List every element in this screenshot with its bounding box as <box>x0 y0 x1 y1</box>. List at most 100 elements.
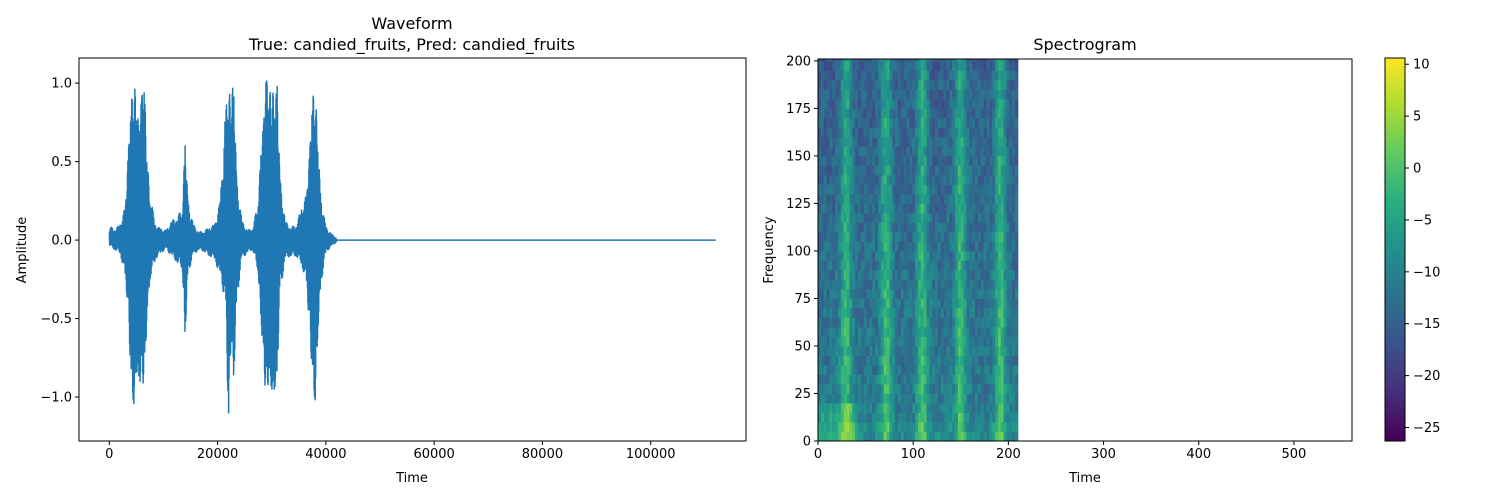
spectrogram-cell <box>820 231 825 242</box>
spectrogram-cell <box>883 345 887 356</box>
spectrogram-cell <box>857 422 862 432</box>
spectrogram-cell <box>949 165 953 176</box>
spectrogram-cell <box>989 260 993 271</box>
spectrogram-cell <box>977 59 982 62</box>
spectrogram-cell <box>886 345 890 356</box>
spectrogram-cell <box>875 98 879 109</box>
spectrogram-cell <box>835 383 839 394</box>
spectrogram-cell <box>937 269 942 280</box>
spectrogram-cell <box>1003 70 1007 81</box>
spectrogram-cell <box>980 117 985 128</box>
spectrogram-cell <box>1000 203 1005 214</box>
spectrogram-cell <box>932 155 936 166</box>
spectrogram-cell <box>997 355 1002 366</box>
spectrogram-cell <box>995 288 999 299</box>
spectrogram-cell <box>957 108 962 119</box>
spectrogram-cell <box>960 412 965 423</box>
spectrogram-cell <box>995 260 999 271</box>
spectrogram-cell <box>923 79 927 90</box>
spectrogram-cell <box>829 184 833 195</box>
spectrogram-cell <box>843 402 847 413</box>
spectrogram-cell <box>946 222 950 233</box>
spectrogram-cell <box>855 374 859 385</box>
spectrogram-cell <box>886 412 890 423</box>
spectrogram-cell <box>820 412 825 423</box>
spectrogram-cell <box>872 70 876 81</box>
spectrogram-cell <box>877 298 882 309</box>
spectrogram-cell <box>943 231 947 242</box>
spectrogram-cell <box>955 222 959 233</box>
spectrogram-cell <box>940 184 945 195</box>
colorbar-tick-label: 0 <box>1413 162 1421 177</box>
spectrogram-cell <box>989 422 993 432</box>
spectrogram-cell <box>969 402 973 413</box>
spectrogram-cell <box>900 70 905 81</box>
spectrogram-cell <box>937 250 942 261</box>
spectrogram-cell <box>977 98 982 109</box>
spectrogram-cell <box>826 193 830 204</box>
spectrogram-cell <box>852 203 856 214</box>
spectrogram-cell <box>929 298 933 309</box>
spectrogram-cell <box>983 136 987 147</box>
spectrogram-cell <box>1012 203 1016 214</box>
spectrogram-cell <box>937 422 942 432</box>
spectrogram-cell <box>940 431 945 441</box>
spectrogram-cell <box>912 117 916 128</box>
spectrogram-cell <box>940 222 945 233</box>
spectrogram-cell <box>977 288 982 299</box>
spectrogram-cell <box>886 79 890 90</box>
spectrogram-cell <box>952 422 956 432</box>
spectrogram-cell <box>880 241 885 252</box>
spectrogram-cell <box>909 383 913 394</box>
spectrogram-cell <box>912 374 916 385</box>
spectrogram-cell <box>929 60 933 71</box>
spectrogram-cell <box>917 70 922 81</box>
spectrogram-cell <box>989 165 993 176</box>
spectrogram-cell <box>946 98 950 109</box>
spectrogram-cell <box>849 374 853 385</box>
spectrogram-cell <box>983 231 987 242</box>
spectrogram-cell <box>895 374 899 385</box>
spectrogram-x-label: Time <box>1068 471 1101 486</box>
spectrogram-cell <box>929 127 933 138</box>
spectrogram-cell <box>849 193 853 204</box>
spectrogram-cell <box>829 193 833 204</box>
spectrogram-cell <box>949 336 953 347</box>
spectrogram-cell <box>849 288 853 299</box>
spectrogram-cell <box>903 155 907 166</box>
spectrogram-cell <box>943 298 947 309</box>
spectrogram-cell <box>863 136 867 147</box>
spectrogram-cell <box>909 317 913 328</box>
waveform-x-tick-label: 80000 <box>522 447 563 462</box>
colorbar-tick-label: 5 <box>1413 110 1421 125</box>
spectrogram-cell <box>897 98 902 109</box>
spectrogram-cell <box>1006 117 1010 128</box>
spectrogram-cell <box>986 355 990 366</box>
spectrogram-cell <box>943 165 947 176</box>
spectrogram-cell <box>909 393 913 404</box>
spectrogram-cell <box>966 364 970 375</box>
waveform-y-tick-label: −0.5 <box>40 312 72 327</box>
spectrogram-cell <box>846 241 850 252</box>
spectrogram-cell <box>917 241 922 252</box>
spectrogram-cell <box>866 250 870 261</box>
spectrogram-cell <box>977 70 982 81</box>
spectrogram-cell <box>837 317 842 328</box>
spectrogram-cell <box>1006 345 1010 356</box>
spectrogram-cell <box>906 307 910 318</box>
spectrogram-cell <box>886 70 890 81</box>
spectrogram-cell <box>969 355 973 366</box>
spectrogram-cell <box>972 317 976 328</box>
spectrogram-cell <box>983 250 987 261</box>
spectrogram-cell <box>820 79 825 90</box>
spectrogram-cell <box>889 108 893 119</box>
spectrogram-cell <box>889 279 893 290</box>
spectrogram-cell <box>829 108 833 119</box>
spectrogram-cell <box>849 383 853 394</box>
spectrogram-cell <box>952 79 956 90</box>
spectrogram-panel: Spectrogram 0 100 200 300 400 500 02550751001… <box>762 35 1440 486</box>
spectrogram-cell <box>986 165 990 176</box>
spectrogram-cell <box>963 422 967 432</box>
spectrogram-cell <box>975 193 979 204</box>
spectrogram-cell <box>863 98 867 109</box>
